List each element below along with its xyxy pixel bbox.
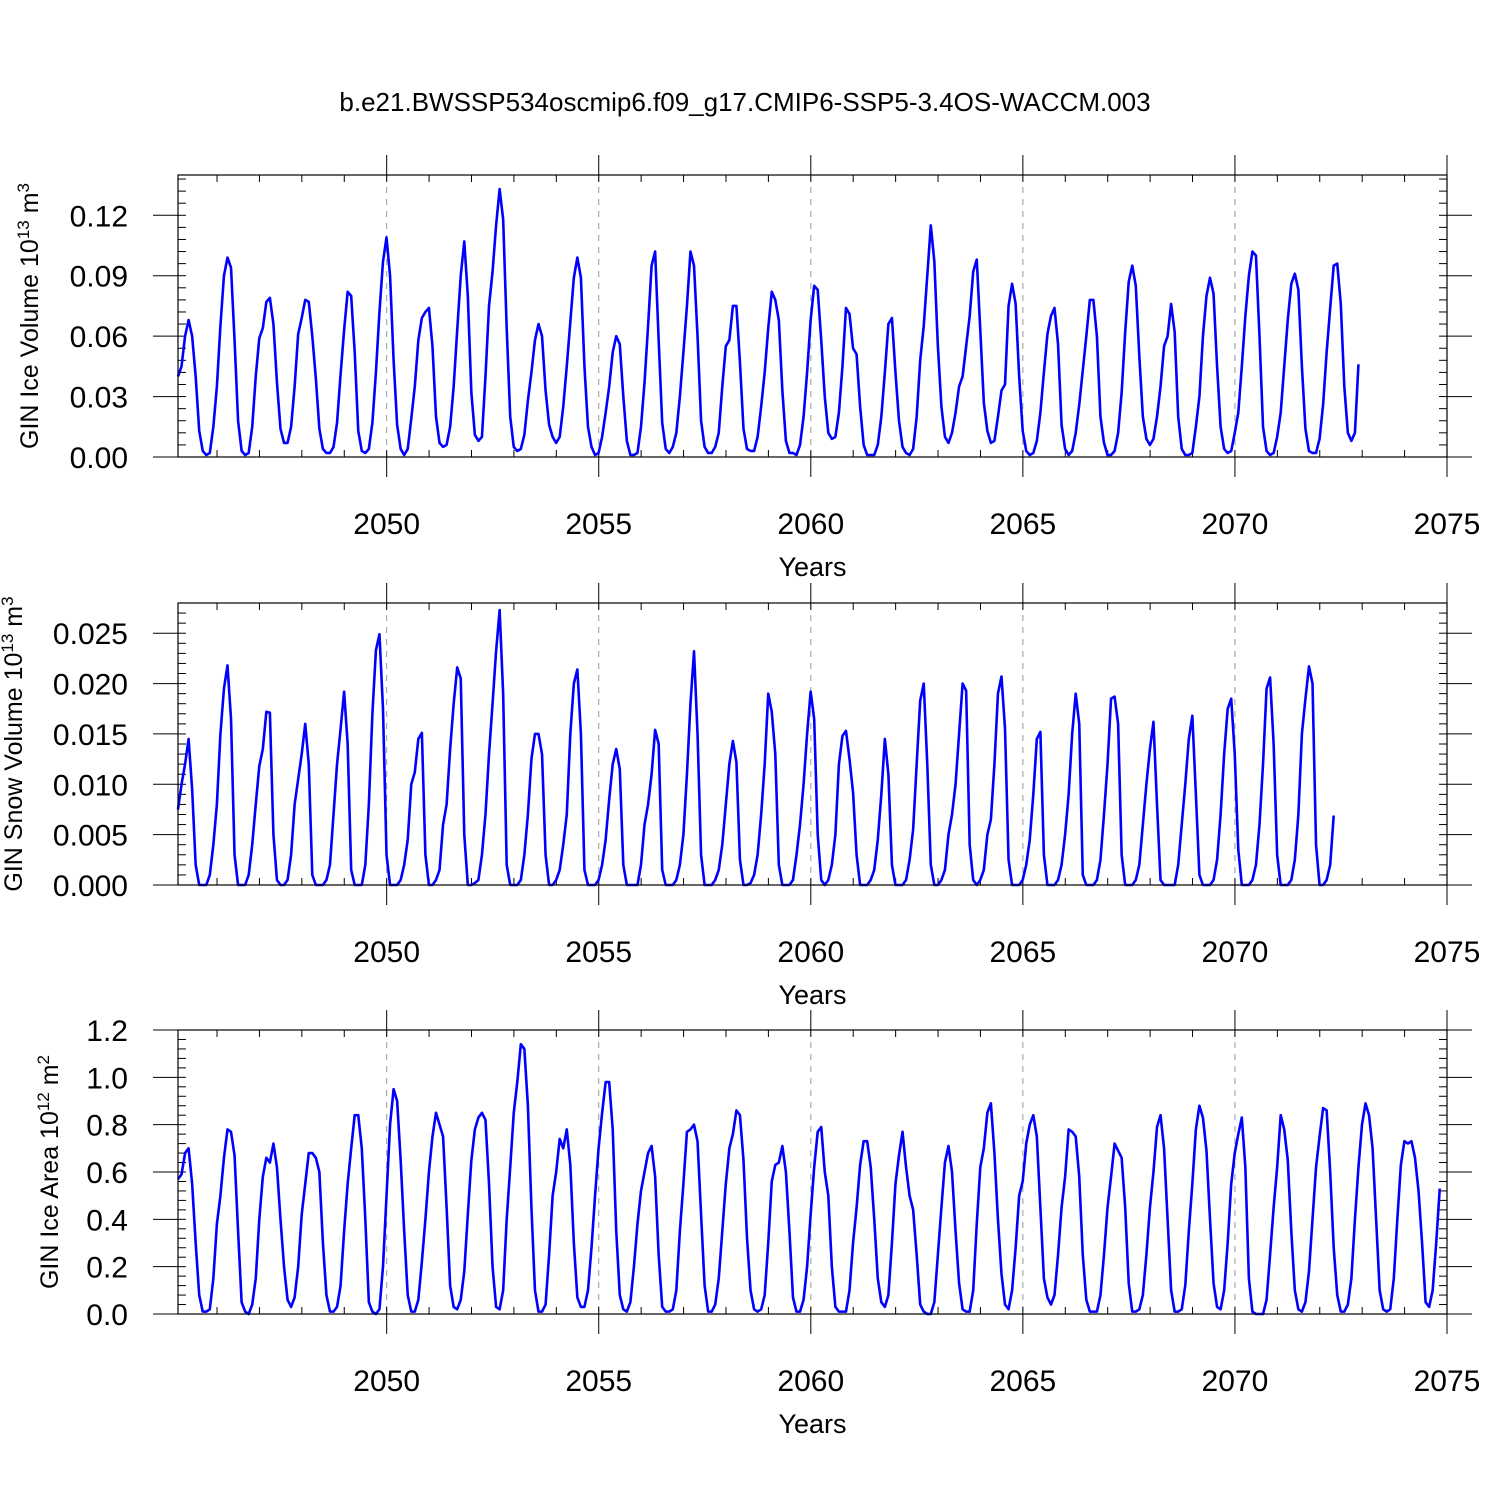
y-tick-label: 0.025: [53, 618, 128, 651]
y-tick-label: 0.6: [86, 1157, 128, 1190]
x-tick-label: 2050: [353, 936, 420, 969]
series-line-snow-volume-panel: [176, 608, 1336, 887]
y-axis-label-text: GIN Ice Area 10: [36, 1111, 64, 1289]
y-tick-label: 1.0: [86, 1062, 128, 1095]
y-tick-label: 0.020: [53, 669, 128, 702]
plot-frame: [177, 1029, 1448, 1315]
panels-container: 2050 2055 2060 2065 2070 20750.000.030.060.09…: [0, 155, 1480, 1439]
x-tick-label: 2060: [777, 936, 844, 969]
y-tick-label: 0.015: [53, 719, 128, 752]
y-tick-label: 0.000: [53, 870, 128, 903]
snow-volume-panel: 2050 2055 2060 2065 2070 2075 0.000 0.005 0.010 0…: [0, 583, 1480, 1010]
y-tick-label: 0.2: [86, 1252, 128, 1285]
ice-area-panel: 2050 2055 2060 2065 2070 2075 0.0 0.2 0.4 0.6 0.8 1…: [34, 1010, 1481, 1439]
chart-title: b.e21.BWSSP534oscmip6.f09_g17.CMIP6-SSP5…: [339, 87, 1150, 117]
y-tick-label: 0.12: [70, 200, 128, 233]
x-tick-label: 2070: [1202, 936, 1269, 969]
y-axis-label-superscript: 12: [34, 1092, 53, 1111]
x-tick-label: 2060: [777, 1365, 844, 1398]
y-tick-label: 0.0: [86, 1299, 128, 1332]
x-axis-label: Years: [778, 980, 846, 1010]
x-tick-label: 2050: [353, 1365, 420, 1398]
plot-frame: [177, 174, 1448, 458]
y-tick-label: 0.8: [86, 1110, 128, 1143]
x-tick-label: 2055: [565, 936, 632, 969]
x-tick-label: 2050: [353, 508, 420, 541]
plot-frame: [177, 602, 1448, 886]
x-tick-label: 2060: [777, 508, 844, 541]
series-line-ice-area-panel: [176, 1042, 1442, 1316]
y-axis-label-text: m: [16, 192, 44, 220]
x-tick-label: 2075: [1414, 936, 1481, 969]
y-tick-label: 1.2: [86, 1015, 128, 1048]
x-axis-label: Years: [778, 1409, 846, 1439]
y-axis-label-text: m: [0, 606, 28, 634]
x-tick-label: 2065: [989, 936, 1056, 969]
y-axis-label: GIN Ice Volume 1013 m3: [14, 183, 45, 449]
y-tick-label: 0.03: [70, 382, 128, 415]
x-tick-label: 2075: [1414, 1365, 1481, 1398]
x-tick-label: 2055: [565, 1365, 632, 1398]
y-tick-label: 0.4: [86, 1204, 128, 1237]
y-axis-label-superscript: 3: [0, 596, 17, 605]
x-tick-label: 2070: [1202, 1365, 1269, 1398]
y-axis-label-text: GIN Snow Volume 10: [0, 653, 28, 892]
y-tick-label: 0.010: [53, 769, 128, 802]
y-axis-label-superscript: 2: [34, 1055, 53, 1064]
y-axis-label-text: m: [36, 1064, 64, 1092]
ice-volume-panel: 2050 2055 2060 2065 2070 2075 0.00 0.03 0.06 0.09…: [14, 155, 1481, 582]
y-axis-label-text: GIN Ice Volume 10: [16, 239, 44, 449]
y-axis-label: GIN Ice Area 1012 m2: [34, 1055, 65, 1289]
y-axis-label-superscript: 13: [0, 634, 17, 653]
x-tick-label: 2055: [565, 508, 632, 541]
x-axis-label: Years: [778, 552, 846, 582]
y-axis-label-superscript: 3: [14, 183, 33, 192]
y-axis-label-superscript: 13: [14, 220, 33, 239]
x-tick-label: 2075: [1414, 508, 1481, 541]
y-tick-label: 0.06: [70, 321, 128, 354]
x-tick-label: 2065: [989, 508, 1056, 541]
x-tick-label: 2065: [989, 1365, 1056, 1398]
x-tick-label: 2070: [1202, 508, 1269, 541]
y-tick-label: 0.005: [53, 820, 128, 853]
series-line-ice-volume-panel: [176, 187, 1360, 457]
y-axis-label: GIN Snow Volume 1013 m3: [0, 596, 28, 891]
y-tick-label: 0.00: [70, 442, 128, 475]
y-tick-label: 0.09: [70, 261, 128, 294]
